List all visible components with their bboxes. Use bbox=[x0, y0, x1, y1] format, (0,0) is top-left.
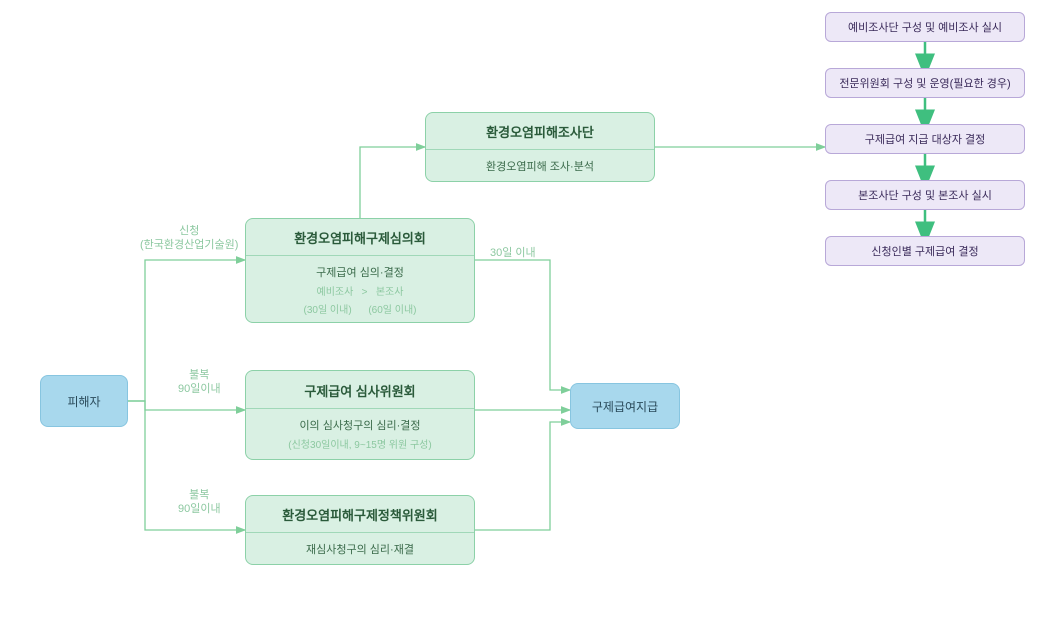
node-review-committee: 구제급여 심사위원회 이의 심사청구의 심리·결정 (신청30일이내, 9~15… bbox=[245, 370, 475, 460]
edge-label-objection-2: 불복 90일이내 bbox=[178, 488, 221, 517]
node-expert-committee: 전문위원회 구성 및 운영(필요한 경우) bbox=[825, 68, 1025, 98]
node-main-investigation: 본조사단 구성 및 본조사 실시 bbox=[825, 180, 1025, 210]
node-policy-committee: 환경오염피해구제정책위원회 재심사청구의 심리·재결 bbox=[245, 495, 475, 565]
node-council-body: 구제급여 심의·결정 예비조사 > 본조사 (30일 이내) (60일 이내) bbox=[246, 255, 474, 324]
node-eligibility-decision: 구제급여 지급 대상자 결정 bbox=[825, 124, 1025, 154]
edge-label-objection-1: 불복 90일이내 bbox=[178, 368, 221, 397]
node-investigation-title: 환경오염피해조사단 bbox=[426, 112, 654, 149]
edge-label-30days: 30일 이내 bbox=[490, 246, 536, 260]
node-investigation-body: 환경오염피해 조사·분석 bbox=[426, 149, 654, 182]
node-victim: 피해자 bbox=[40, 375, 128, 427]
node-payment: 구제급여지급 bbox=[570, 383, 680, 429]
node-victim-label: 피해자 bbox=[67, 393, 100, 410]
node-policy-title: 환경오염피해구제정책위원회 bbox=[246, 495, 474, 532]
node-council-title: 환경오염피해구제심의회 bbox=[246, 218, 474, 255]
node-payment-label: 구제급여지급 bbox=[592, 398, 658, 415]
node-investigation-team: 환경오염피해조사단 환경오염피해 조사·분석 bbox=[425, 112, 655, 182]
node-individual-decision: 신청인별 구제급여 결정 bbox=[825, 236, 1025, 266]
edge-label-apply: 신청 (한국환경산업기술원) bbox=[140, 224, 238, 253]
node-policy-body: 재심사청구의 심리·재결 bbox=[246, 532, 474, 565]
node-review-body: 이의 심사청구의 심리·결정 (신청30일이내, 9~15명 위원 구성) bbox=[246, 408, 474, 459]
node-review-title: 구제급여 심사위원회 bbox=[246, 371, 474, 408]
node-prelim-investigation: 예비조사단 구성 및 예비조사 실시 bbox=[825, 12, 1025, 42]
node-council: 환경오염피해구제심의회 구제급여 심의·결정 예비조사 > 본조사 (30일 이… bbox=[245, 218, 475, 323]
